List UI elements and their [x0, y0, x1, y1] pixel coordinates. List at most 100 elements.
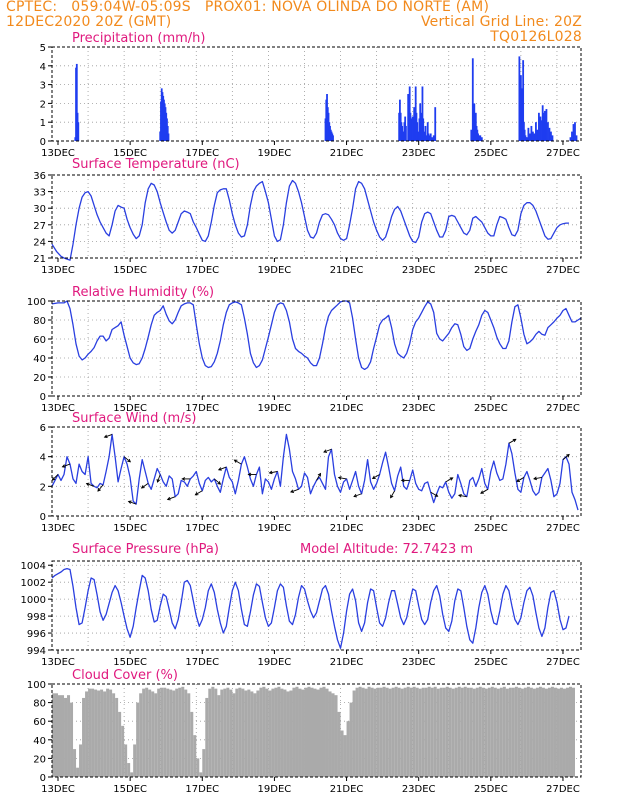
wind-arrow	[234, 459, 242, 465]
x-tick-label: 21DEC	[330, 523, 364, 534]
y-tick-label: 36	[33, 171, 46, 182]
cloud-bar	[337, 711, 341, 777]
cloud-bar	[547, 687, 551, 777]
cloud-bar	[112, 693, 116, 777]
cloud-bar	[328, 691, 332, 777]
wind-arrow-head	[217, 481, 222, 485]
x-tick-label: 19DEC	[258, 784, 292, 795]
cloud-bar	[343, 735, 347, 777]
y-tick-label: 27	[33, 221, 46, 232]
wind-arrow	[338, 477, 347, 480]
x-tick-label: 13DEC	[41, 148, 75, 159]
x-tick-label: 13DEC	[41, 523, 75, 534]
x-tick-label: 15DEC	[113, 265, 147, 276]
precip-bar	[525, 137, 528, 141]
wind-arrow-head	[290, 489, 294, 493]
y-tick-label: 5	[40, 43, 46, 54]
cloud-bar	[541, 687, 545, 777]
cloud-bar	[145, 687, 149, 777]
x-tick-label: 19DEC	[258, 403, 292, 414]
x-tick-label: 15DEC	[113, 148, 147, 159]
cloud-bar	[154, 693, 158, 777]
precip-bar	[535, 122, 537, 141]
x-tick-label: 25DEC	[474, 523, 508, 534]
wind-arrow	[214, 478, 221, 485]
cloud-bar	[187, 693, 191, 777]
precip-bar	[569, 137, 572, 141]
cloud-bar	[229, 689, 233, 777]
x-tick-label: 25DEC	[474, 403, 508, 414]
y-tick-label: 20	[33, 754, 46, 765]
precip-bar	[431, 137, 434, 141]
x-tick-label: 21DEC	[330, 403, 364, 414]
precip-bar	[410, 118, 413, 141]
wind-arrow	[167, 496, 176, 500]
cloud-bar	[550, 686, 554, 777]
x-tick-label: 17DEC	[185, 265, 219, 276]
cloud-bar	[385, 687, 389, 777]
y-tick-label: 60	[33, 717, 46, 728]
wind-arrow-head	[247, 472, 252, 477]
precip-bar	[536, 129, 539, 141]
header-grid-line: Vertical Grid Line: 20Z	[420, 14, 582, 30]
precip-bar	[571, 131, 573, 141]
cloud-bar	[325, 688, 329, 777]
cloud-bar	[52, 693, 59, 777]
y-tick-label: 80	[33, 316, 46, 327]
cloud-bar	[76, 767, 80, 777]
precip-bar	[539, 116, 542, 141]
cloud-bar	[265, 688, 269, 777]
wind-arrow-head	[480, 490, 484, 494]
wind-arrow	[62, 463, 71, 468]
cloud-bar	[367, 686, 371, 777]
plot-frame	[51, 683, 582, 778]
precip-bar	[405, 125, 407, 141]
cloud-bar	[409, 687, 413, 777]
cloud-bar	[283, 689, 287, 777]
cloud-bar	[505, 688, 509, 777]
cloud-bar	[358, 686, 362, 777]
cloud-bar	[370, 687, 374, 777]
cloud-bar	[388, 688, 392, 777]
precip-bar	[421, 86, 424, 141]
cloud-bar	[340, 730, 344, 777]
cloud-bar	[349, 702, 353, 777]
wind-arrow-head	[337, 476, 342, 480]
cloud-bar	[247, 689, 251, 777]
cloud-bar	[571, 687, 575, 777]
precip-bar	[548, 127, 551, 141]
x-tick-label: 23DEC	[402, 657, 436, 668]
cloud-bar	[493, 687, 497, 777]
y-tick-label: 1000	[21, 595, 46, 606]
x-tick-label: 17DEC	[185, 784, 219, 795]
cloud-bar	[271, 688, 275, 777]
cloud-bar	[379, 687, 383, 777]
cloud-bar	[241, 688, 245, 777]
wind-arrow	[562, 454, 570, 460]
x-tick-label: 15DEC	[113, 403, 147, 414]
cloud-bar	[226, 687, 230, 777]
wind-arrow	[104, 433, 113, 438]
wind-arrow	[269, 471, 278, 474]
y-tick-label: 2	[40, 482, 46, 493]
precip-bar	[518, 56, 521, 141]
cloud-bar	[142, 688, 146, 777]
cloud-bar	[331, 693, 335, 777]
wind-arrow	[323, 448, 332, 453]
precip-bar	[530, 125, 533, 141]
wind-arrow	[218, 466, 227, 471]
cloud-bar	[139, 693, 143, 777]
cloud-bar	[235, 688, 239, 777]
y-tick-label: 100	[27, 297, 46, 308]
x-tick-label: 21DEC	[330, 657, 364, 668]
cloud-bar	[232, 693, 236, 777]
cloud-bar	[373, 688, 377, 777]
precip-bar	[432, 135, 435, 141]
precip-bar	[545, 109, 548, 141]
precip-bar	[471, 58, 474, 141]
wind-arrow-head	[85, 482, 90, 487]
x-tick-label: 23DEC	[402, 523, 436, 534]
precip-bar	[538, 112, 540, 141]
cloud-bar	[205, 697, 209, 777]
series-line	[51, 433, 579, 511]
